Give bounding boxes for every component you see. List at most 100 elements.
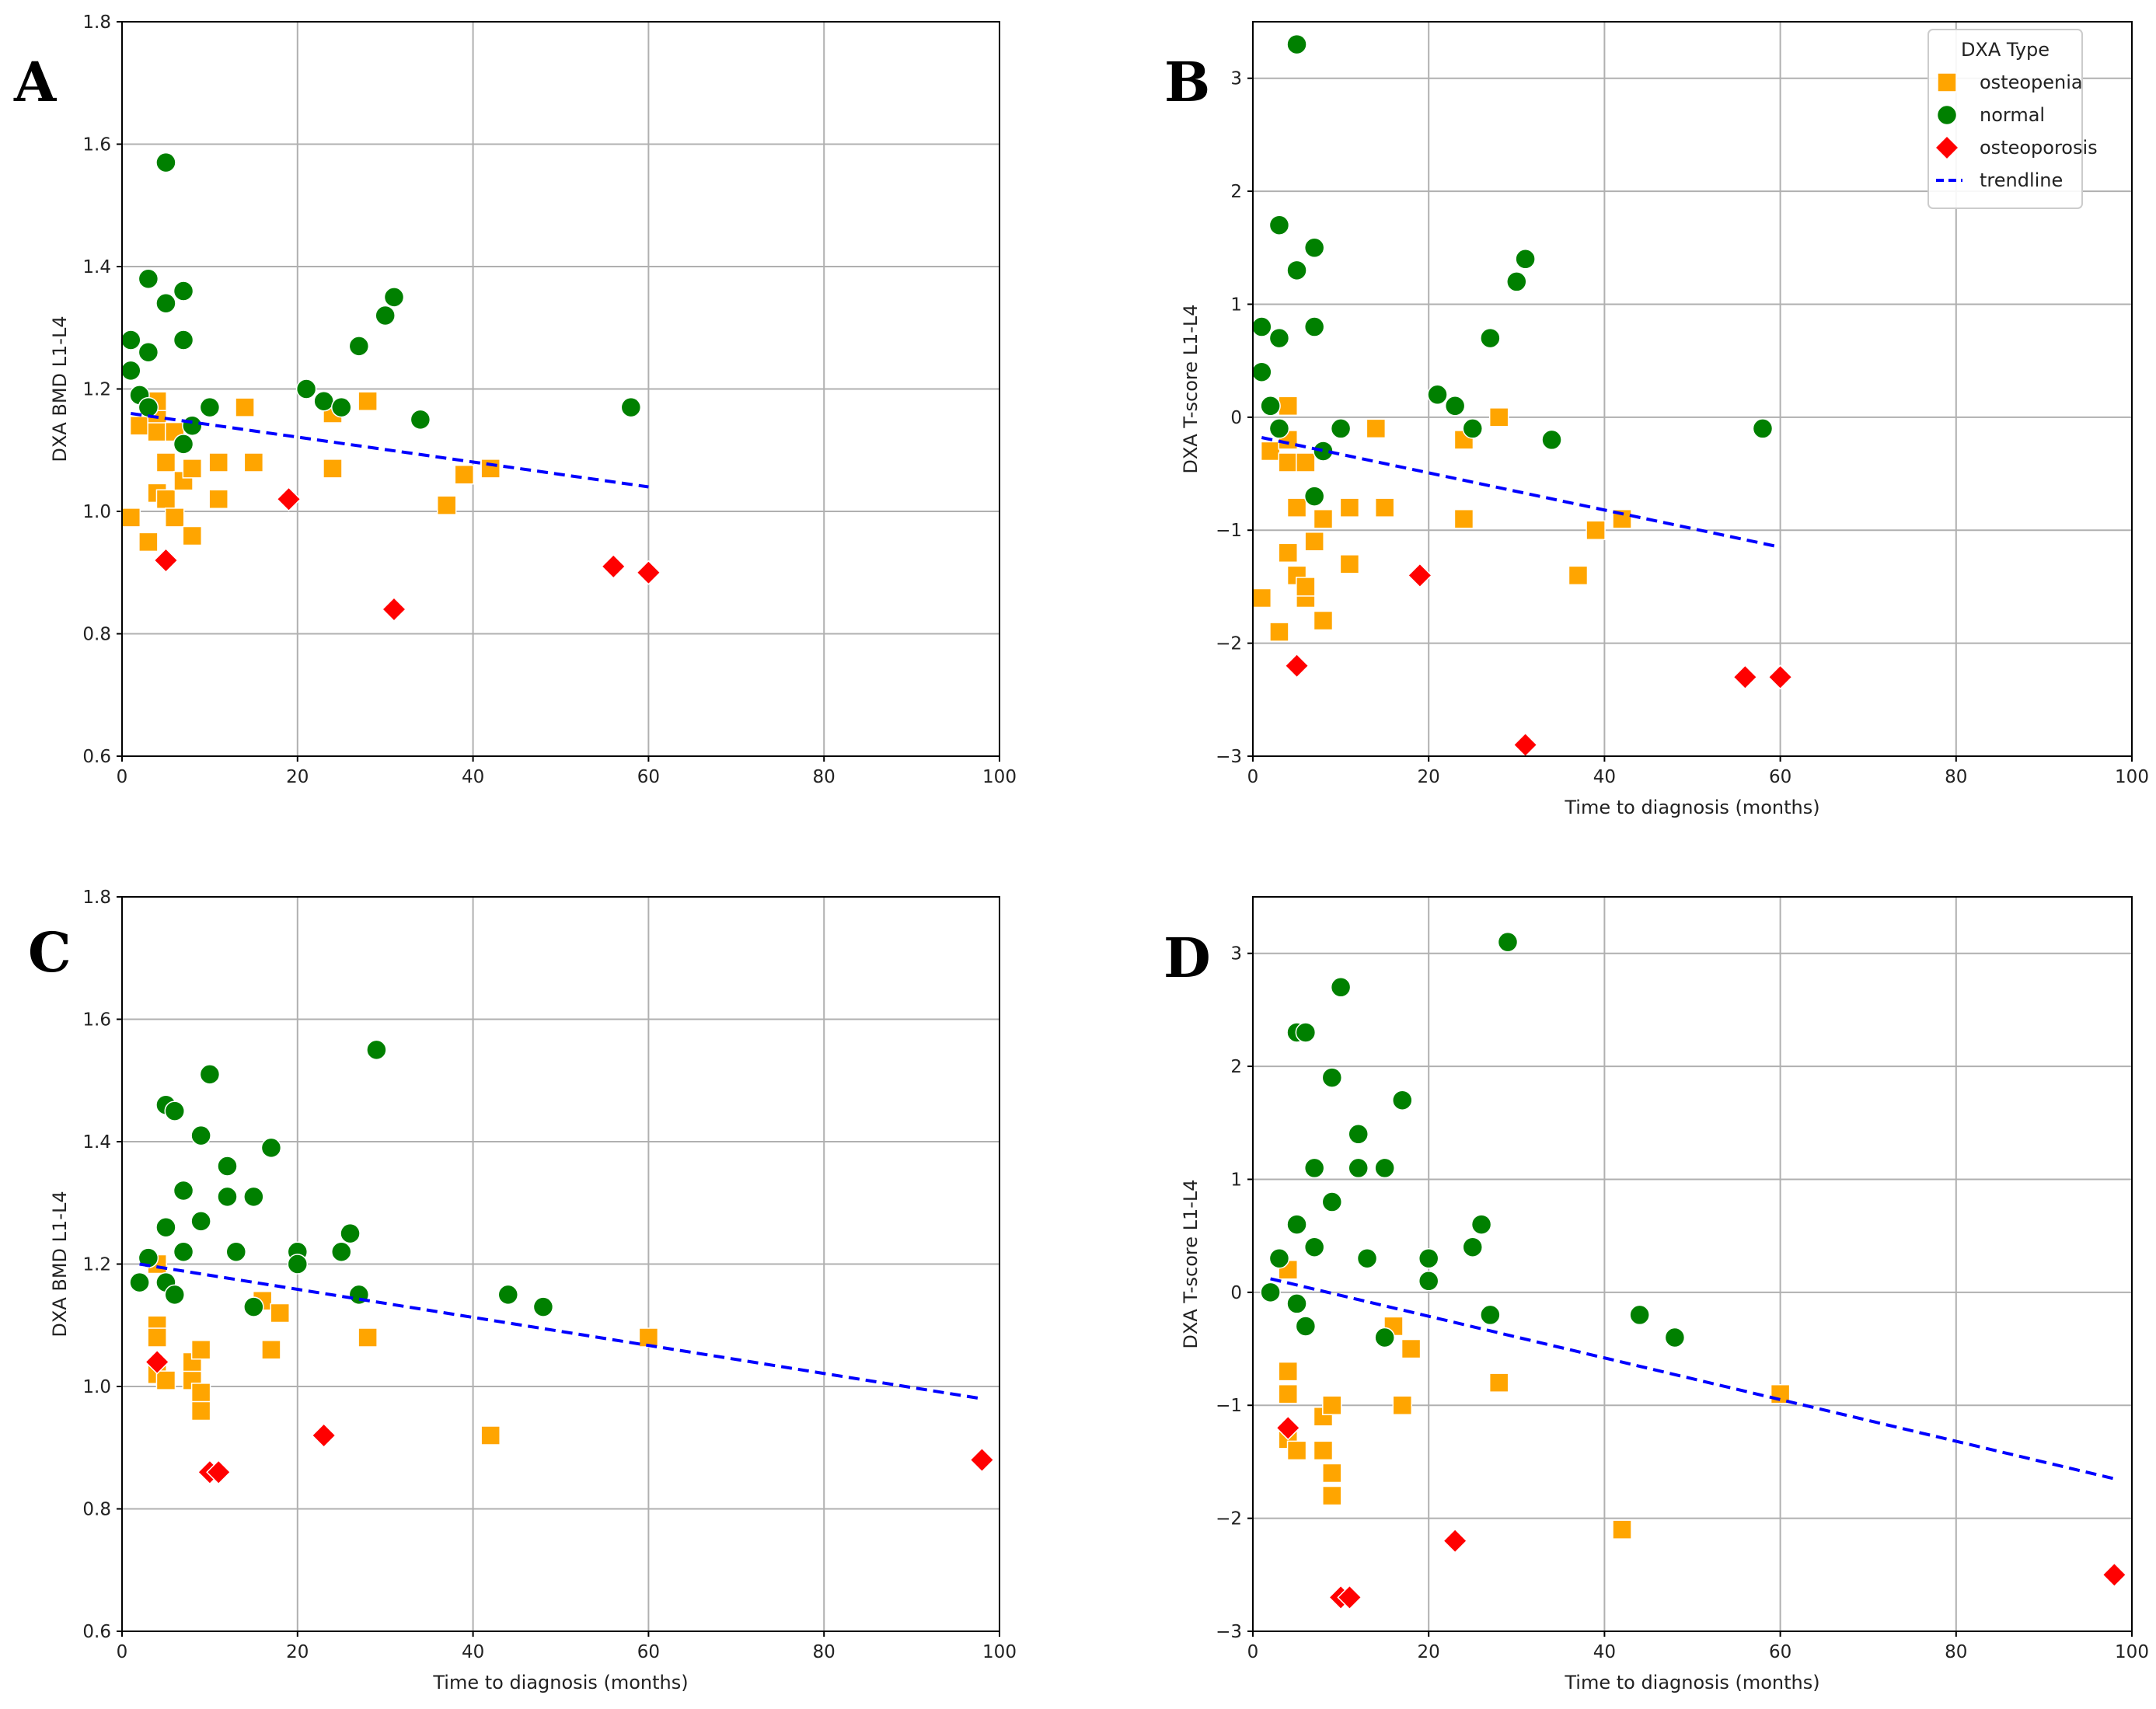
osteopenia-point bbox=[120, 507, 141, 528]
osteopenia-point bbox=[1322, 1463, 1342, 1484]
normal-point bbox=[173, 330, 194, 351]
osteopenia-point bbox=[1251, 588, 1272, 609]
osteopenia-point bbox=[164, 507, 185, 528]
osteopenia-point bbox=[1586, 520, 1606, 540]
normal-point bbox=[1374, 1157, 1395, 1179]
osteoporosis-point bbox=[2102, 1562, 2127, 1588]
normal-point bbox=[1321, 1067, 1343, 1088]
osteopenia-point bbox=[138, 532, 159, 553]
plot-frame bbox=[121, 21, 1000, 757]
y-tick-label: 2 bbox=[1230, 182, 1242, 202]
normal-point bbox=[243, 1186, 264, 1208]
y-tick-label: 0.6 bbox=[82, 1622, 111, 1642]
series-osteoporosis bbox=[153, 487, 661, 623]
y-tick-label: 1 bbox=[1230, 1170, 1242, 1190]
normal-point bbox=[1286, 33, 1307, 55]
x-tick-label: 0 bbox=[1247, 1642, 1259, 1662]
normal-point bbox=[1303, 316, 1325, 337]
y-axis-label: DXA T-score L1-L4 bbox=[1180, 304, 1202, 473]
osteoporosis-point bbox=[206, 1460, 232, 1485]
osteoporosis-point bbox=[1275, 1415, 1301, 1441]
trendline bbox=[139, 1262, 982, 1400]
y-tick-label: −3 bbox=[1216, 1622, 1242, 1642]
osteopenia-point bbox=[1374, 497, 1395, 518]
normal-point bbox=[313, 391, 334, 412]
normal-point bbox=[260, 1137, 282, 1159]
y-tick-label: 1.4 bbox=[82, 1132, 111, 1153]
osteopenia-point bbox=[190, 1383, 211, 1403]
osteopenia-point bbox=[480, 459, 501, 479]
normal-point bbox=[1260, 1282, 1281, 1303]
y-tick-label: 1.0 bbox=[82, 502, 111, 522]
panel-letter: B bbox=[1164, 50, 1210, 114]
osteoporosis-point bbox=[153, 547, 179, 574]
osteopenia-point bbox=[1366, 418, 1387, 439]
panel-letter: A bbox=[13, 50, 58, 114]
normal-point bbox=[155, 293, 176, 314]
osteopenia-point bbox=[1313, 508, 1334, 529]
x-tick-label: 100 bbox=[2115, 767, 2149, 787]
osteoporosis-point bbox=[1732, 664, 1758, 690]
x-tick-label: 0 bbox=[1247, 767, 1259, 787]
normal-point bbox=[155, 1217, 176, 1238]
normal-point bbox=[532, 1296, 554, 1317]
osteoporosis-point bbox=[145, 1349, 170, 1375]
osteopenia-point bbox=[1269, 622, 1289, 642]
x-tick-label: 0 bbox=[117, 1642, 128, 1662]
normal-point bbox=[225, 1241, 247, 1262]
normal-point bbox=[138, 1247, 159, 1268]
trendline bbox=[1261, 436, 1781, 549]
y-tick-label: 1 bbox=[1230, 295, 1242, 315]
y-tick-label: 0.8 bbox=[82, 1500, 111, 1520]
y-axis-label: DXA BMD L1-L4 bbox=[49, 1191, 71, 1337]
x-tick-label: 20 bbox=[286, 1642, 309, 1662]
normal-point bbox=[1348, 1124, 1369, 1145]
normal-point bbox=[1251, 361, 1272, 382]
legend-osteoporosis-label: osteoporosis bbox=[1980, 137, 2098, 159]
normal-point bbox=[182, 415, 203, 436]
y-tick-label: −1 bbox=[1216, 1396, 1242, 1416]
osteopenia-point bbox=[1568, 565, 1589, 586]
osteopenia-point bbox=[454, 465, 475, 485]
x-tick-label: 60 bbox=[1769, 767, 1791, 787]
normal-point bbox=[1303, 486, 1325, 507]
normal-point bbox=[120, 330, 141, 351]
normal-point bbox=[1462, 1236, 1483, 1257]
y-tick-label: 1.4 bbox=[82, 257, 111, 277]
normal-point bbox=[1506, 271, 1527, 292]
y-tick-label: −1 bbox=[1216, 521, 1242, 541]
osteoporosis-point bbox=[276, 487, 302, 512]
y-axis-label: DXA T-score L1-L4 bbox=[1180, 1179, 1202, 1348]
osteoporosis-point bbox=[1337, 1585, 1362, 1610]
normal-point bbox=[1268, 418, 1290, 439]
osteopenia-point bbox=[1296, 577, 1316, 597]
osteopenia-point bbox=[1313, 610, 1334, 631]
y-tick-label: 3 bbox=[1230, 944, 1242, 964]
normal-point bbox=[1462, 418, 1483, 439]
y-tick-label: −2 bbox=[1216, 1509, 1242, 1529]
normal-point bbox=[138, 342, 159, 363]
normal-point bbox=[620, 396, 642, 418]
osteopenia-point bbox=[1296, 452, 1316, 473]
normal-point bbox=[1480, 327, 1501, 349]
osteoporosis-point bbox=[311, 1422, 337, 1449]
osteopenia-point bbox=[1286, 1440, 1307, 1461]
normal-point bbox=[1515, 249, 1536, 270]
normal-point bbox=[383, 287, 405, 308]
osteoporosis-point bbox=[636, 560, 661, 585]
normal-point bbox=[287, 1254, 309, 1275]
normal-point bbox=[1418, 1247, 1439, 1269]
normal-point bbox=[1480, 1304, 1501, 1326]
x-tick-label: 20 bbox=[1418, 1642, 1440, 1662]
legend-osteopenia-label: osteopenia bbox=[1980, 71, 2083, 93]
series-osteopenia bbox=[147, 1254, 659, 1446]
normal-point bbox=[1348, 1157, 1369, 1179]
osteopenia-point bbox=[1322, 1395, 1342, 1415]
panel-letter: D bbox=[1163, 926, 1211, 990]
osteopenia-point bbox=[1260, 441, 1281, 462]
normal-point bbox=[1392, 1090, 1413, 1111]
x-tick-label: 60 bbox=[637, 1642, 660, 1662]
legend-box bbox=[1927, 29, 2083, 209]
x-tick-label: 40 bbox=[462, 767, 484, 787]
